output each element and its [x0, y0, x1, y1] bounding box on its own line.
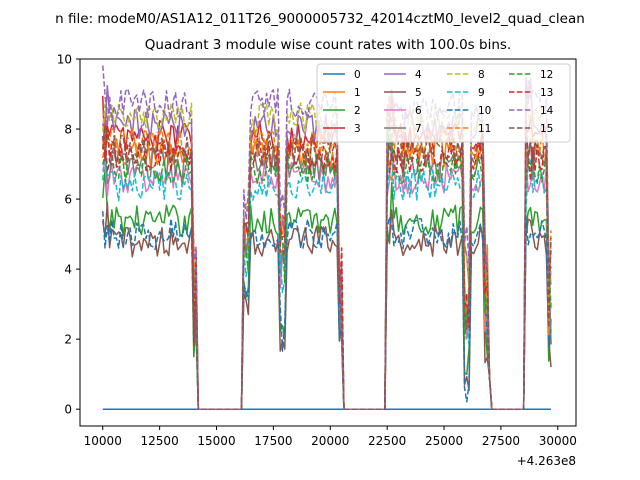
x-offset-label: +4.263e8: [517, 454, 576, 468]
legend-label-8: 8: [478, 69, 485, 81]
legend-label-15: 15: [540, 123, 553, 135]
legend-label-3: 3: [354, 123, 361, 135]
y-tick-label: 4: [64, 263, 72, 277]
legend-label-13: 13: [540, 87, 553, 99]
plot-frame: [79, 58, 577, 427]
series-line-9: [102, 151, 552, 410]
legend-label-11: 11: [478, 123, 491, 135]
legend-label-5: 5: [415, 87, 422, 99]
figure-suptitle: n file: modeM0/AS1A12_011T26_9000005732_…: [55, 11, 585, 27]
legend-label-0: 0: [354, 69, 361, 81]
series-line-5: [102, 201, 552, 410]
x-tick-label: 20000: [311, 434, 349, 448]
legend-label-2: 2: [354, 105, 361, 117]
x-tick-label: 27500: [482, 434, 520, 448]
legend-box: [316, 63, 571, 143]
y-axis: 0 2 4 6 8 10: [57, 53, 80, 417]
series-line-2: [102, 169, 552, 410]
legend-label-4: 4: [415, 69, 422, 81]
x-tick-label: 12500: [141, 434, 179, 448]
x-tick-label: 25000: [425, 434, 463, 448]
y-tick-label: 0: [64, 403, 72, 417]
x-axis: 10000 12500 15000 17500 20000 22500 25000 27500…: [84, 426, 577, 448]
y-tick-label: 6: [64, 193, 72, 207]
chart-title: Quadrant 3 module wise count rates with …: [145, 37, 511, 53]
y-tick-label: 8: [64, 123, 72, 137]
legend-label-1: 1: [354, 87, 361, 99]
x-tick-label: 22500: [368, 434, 406, 448]
legend-label-14: 14: [540, 105, 554, 117]
x-tick-label: 17500: [254, 434, 292, 448]
series-line-13: [102, 119, 552, 410]
legend-label-6: 6: [415, 105, 422, 117]
plot-lines: [102, 65, 552, 410]
x-tick-label: 10000: [84, 434, 122, 448]
y-tick-label: 2: [64, 333, 72, 347]
series-line-10: [102, 211, 552, 410]
y-tick-label: 10: [57, 53, 72, 67]
legend-label-9: 9: [478, 87, 485, 99]
legend-label-12: 12: [540, 69, 553, 81]
x-tick-label: 15000: [197, 434, 235, 448]
legend-label-10: 10: [478, 105, 491, 117]
x-tick-label: 30000: [539, 434, 577, 448]
legend-label-7: 7: [415, 123, 422, 135]
